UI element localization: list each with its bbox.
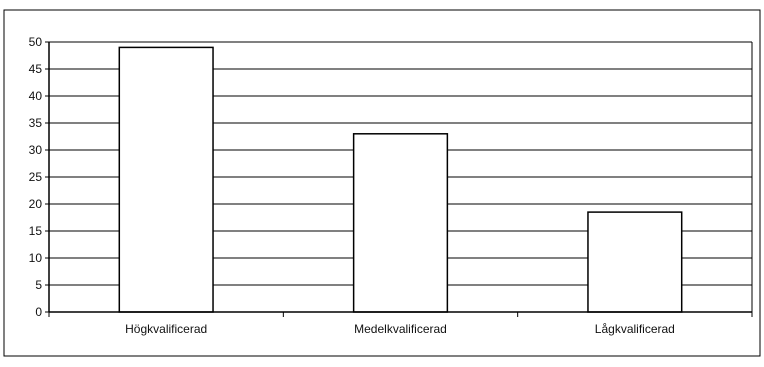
chart-border xyxy=(3,9,761,357)
bar xyxy=(587,211,683,313)
y-tick-label: 0 xyxy=(35,305,42,319)
y-tick-labels: 0 5 10 15 20 25 30 35 40 45 50 xyxy=(29,35,43,319)
y-tick-label: 30 xyxy=(29,143,43,157)
x-category-label: Högkvalificerad xyxy=(125,322,207,336)
bar xyxy=(118,46,214,313)
y-tick-label: 5 xyxy=(35,278,42,292)
bar xyxy=(352,133,449,313)
y-tick-label: 15 xyxy=(29,224,43,238)
bars xyxy=(118,46,683,313)
y-tick-label: 45 xyxy=(29,62,43,76)
y-tick-label: 35 xyxy=(29,116,43,130)
y-tick-label: 40 xyxy=(29,89,43,103)
y-tick-label: 20 xyxy=(29,197,43,211)
x-category-label: Medelkvalificerad xyxy=(354,322,447,336)
x-category-label: Lågkvalificerad xyxy=(595,322,675,336)
x-category-labels: Högkvalificerad Medelkvalificerad Lågkvali… xyxy=(125,322,675,336)
y-tick-label: 25 xyxy=(29,170,43,184)
y-tick-label: 50 xyxy=(29,35,43,49)
axes xyxy=(45,41,753,317)
y-tick-label: 10 xyxy=(29,251,43,265)
